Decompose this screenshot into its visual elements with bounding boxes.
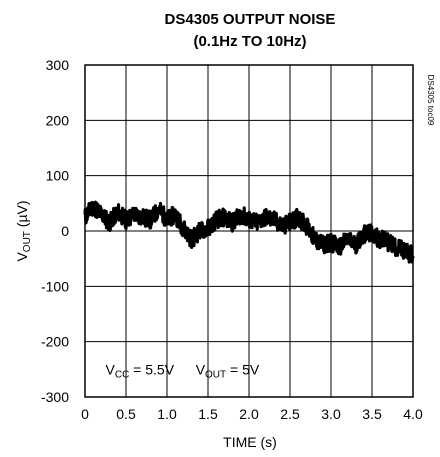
- y-tick-label: 0: [61, 223, 69, 239]
- annotations: VCC = 5.5V VOUT = 5V: [106, 361, 260, 380]
- annotation-label: VCC = 5.5V: [106, 361, 175, 380]
- plot-frame: [84, 64, 414, 398]
- chart-title-line1: DS4305 OUTPUT NOISE: [165, 11, 336, 28]
- y-tick-label: 300: [46, 57, 70, 73]
- x-axis-label: TIME (s): [223, 434, 277, 450]
- y-tick-label: -300: [41, 389, 69, 405]
- x-tick-label: 4.0: [403, 406, 423, 422]
- x-tick-label: 2.5: [280, 406, 300, 422]
- figure-id: DS4305 toc09: [426, 75, 435, 126]
- y-axis-label: VOUT (µV): [14, 200, 33, 261]
- x-tick-label: 0.5: [116, 406, 136, 422]
- x-tick-label: 3.0: [321, 406, 341, 422]
- x-tick-label: 1.0: [157, 406, 177, 422]
- y-tick-label: 100: [46, 168, 70, 184]
- annotation-label: VOUT = 5V: [196, 361, 260, 380]
- x-tick-labels: 0 0.5 1.0 1.5 2.0 2.5 3.0 3.5 4.0: [81, 406, 423, 422]
- y-tick-label: 200: [46, 112, 70, 128]
- noise-trace: [83, 200, 415, 264]
- y-tick-label: -100: [41, 278, 69, 294]
- y-tick-labels: 300 200 100 0 -100 -200 -300: [41, 57, 69, 405]
- x-tick-label: 1.5: [198, 406, 218, 422]
- x-tick-label: 0: [81, 406, 89, 422]
- x-tick-label: 3.5: [362, 406, 382, 422]
- x-tick-label: 2.0: [239, 406, 259, 422]
- y-tick-label: -200: [41, 334, 69, 350]
- chart-title-line2: (0.1Hz TO 10Hz): [193, 33, 306, 50]
